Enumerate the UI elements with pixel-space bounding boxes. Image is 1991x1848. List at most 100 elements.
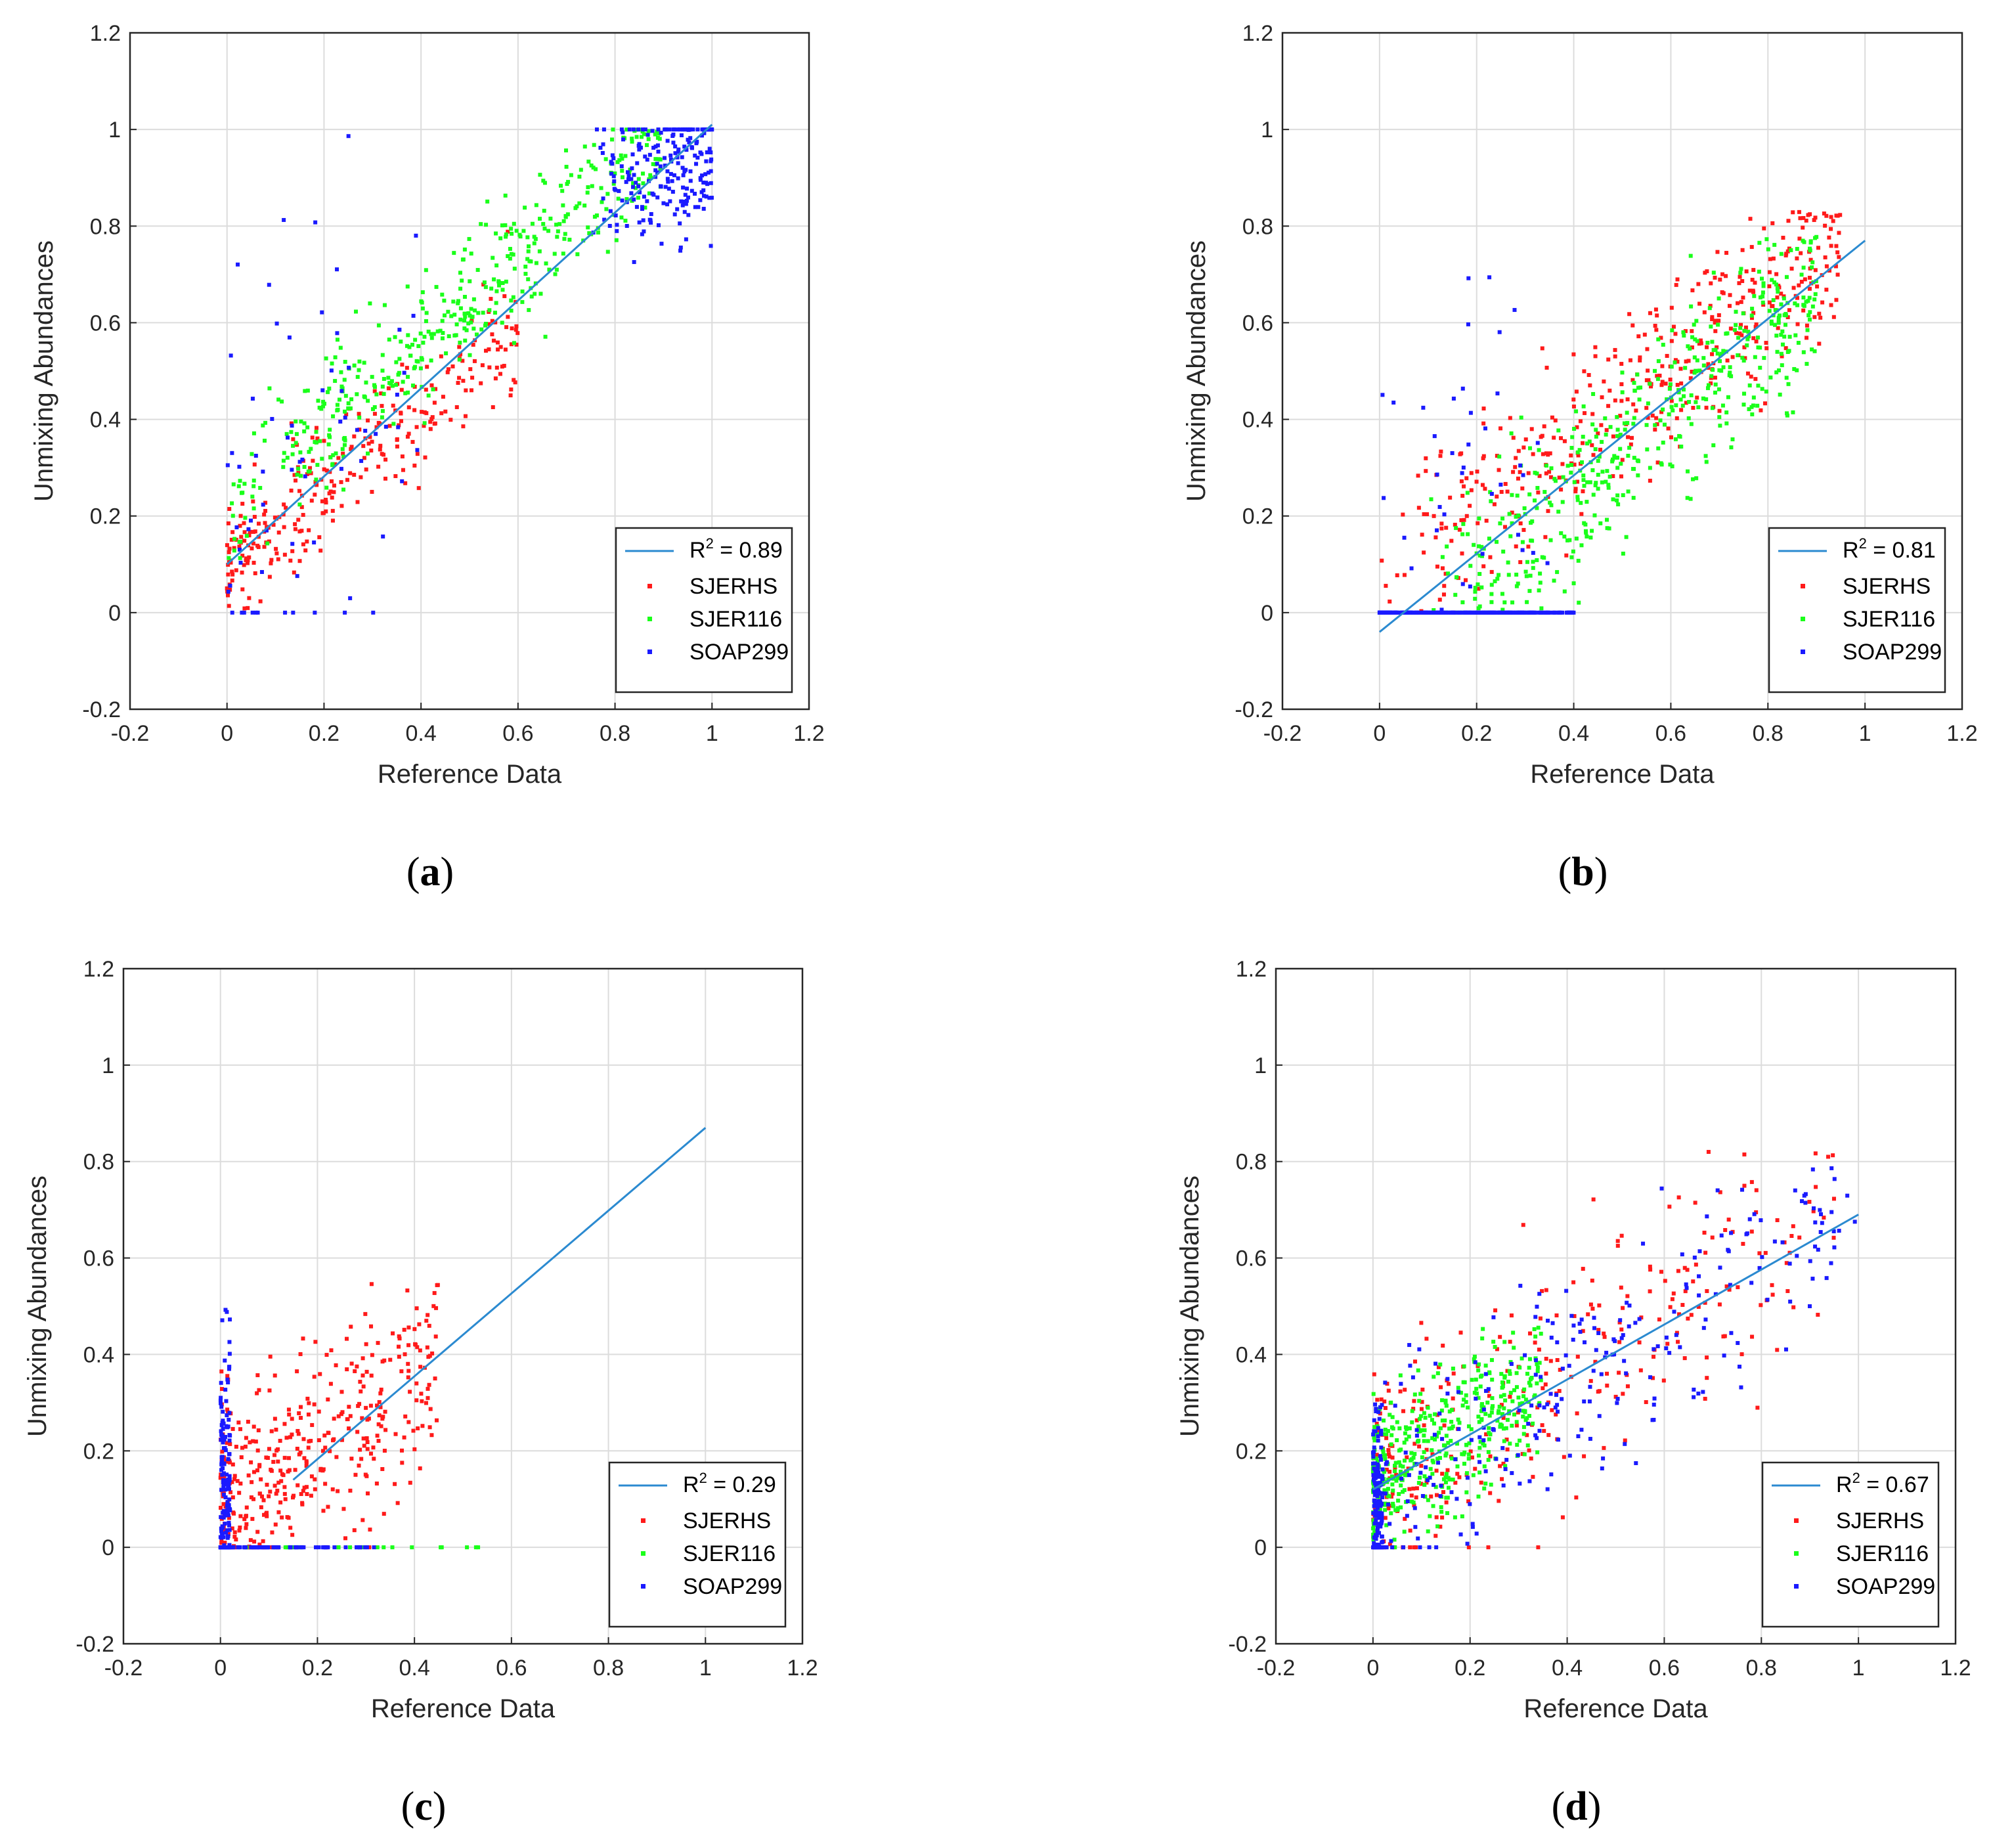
data-point-soap299 [1432, 434, 1437, 439]
data-point-sjer116 [331, 414, 336, 418]
data-point-sjer116 [314, 477, 318, 482]
data-point-sjer116 [1444, 1495, 1449, 1500]
data-point-soap299 [335, 267, 339, 272]
data-point-soap299 [1803, 1200, 1808, 1205]
data-point-sjer116 [1739, 267, 1743, 271]
data-point-sjer116 [613, 171, 617, 176]
data-point-sjer116 [1776, 315, 1781, 320]
data-point-sjer116 [596, 231, 600, 235]
data-point-soap299 [1450, 451, 1455, 455]
data-point-sjer116 [1606, 483, 1611, 487]
data-point-sjer116 [387, 381, 392, 385]
data-point-soap299 [1380, 1491, 1384, 1495]
data-point-sjerhs [1715, 345, 1719, 349]
data-point-sjerhs [347, 1426, 351, 1431]
data-point-sjerhs [1642, 332, 1647, 337]
data-point-sjerhs [238, 523, 242, 528]
data-point-sjer116 [328, 435, 332, 439]
data-point-sjerhs [1558, 436, 1563, 441]
data-point-soap299 [1546, 610, 1551, 615]
data-point-soap299 [267, 282, 271, 287]
data-point-sjerhs [1479, 1480, 1483, 1485]
data-point-soap299 [684, 237, 688, 242]
data-point-soap299 [1373, 1402, 1378, 1407]
data-point-sjerhs [1602, 1334, 1607, 1339]
data-point-sjer116 [1774, 334, 1779, 338]
data-point-sjerhs [365, 1447, 370, 1451]
data-point-sjerhs [1518, 560, 1523, 564]
data-point-sjerhs [1801, 215, 1806, 220]
data-point-sjerhs [418, 1348, 422, 1353]
data-point-soap299 [701, 188, 706, 192]
data-point-sjerhs [510, 326, 514, 331]
data-point-soap299 [619, 127, 624, 132]
data-point-soap299 [1577, 1321, 1582, 1326]
data-point-sjerhs [1827, 269, 1832, 273]
data-point-sjerhs [339, 1412, 343, 1417]
data-point-soap299 [698, 150, 703, 155]
data-point-sjer116 [1615, 466, 1620, 470]
data-point-sjer116 [1632, 456, 1636, 460]
data-point-sjerhs [1613, 347, 1617, 352]
data-point-sjer116 [1464, 1471, 1469, 1476]
data-point-sjer116 [1583, 529, 1588, 533]
data-point-sjerhs [1831, 1153, 1835, 1158]
data-point-soap299 [1434, 1545, 1439, 1550]
data-point-sjerhs [364, 467, 368, 472]
data-point-sjer116 [1462, 1380, 1467, 1384]
data-point-sjerhs [1386, 1388, 1391, 1393]
data-point-sjer116 [1417, 1399, 1422, 1403]
data-point-sjerhs [1602, 379, 1606, 384]
data-point-soap299 [1477, 1460, 1482, 1464]
data-point-sjerhs [353, 1472, 358, 1477]
data-point-sjer116 [1409, 1451, 1414, 1455]
data-point-sjerhs [1742, 1152, 1747, 1156]
data-point-soap299 [1674, 1332, 1678, 1337]
data-point-sjerhs [433, 1376, 437, 1381]
data-point-sjer116 [575, 252, 580, 257]
y-tick-label: 0.8 [1236, 1150, 1267, 1175]
data-point-sjer116 [1489, 1482, 1493, 1487]
data-point-soap299 [1444, 610, 1449, 615]
data-point-sjerhs [273, 1484, 277, 1488]
data-point-sjerhs [1498, 1334, 1502, 1339]
data-point-sjerhs [371, 1445, 376, 1450]
data-point-sjerhs [1481, 421, 1486, 426]
data-point-soap299 [1539, 610, 1543, 615]
data-point-sjerhs [283, 1497, 288, 1501]
data-point-sjer116 [658, 167, 663, 172]
data-point-sjerhs [1608, 388, 1612, 393]
data-point-sjerhs [1555, 1357, 1560, 1362]
data-point-sjerhs [479, 381, 483, 385]
y-tick-label: 0.2 [83, 1439, 114, 1464]
data-point-sjerhs [1748, 217, 1753, 221]
data-point-sjer116 [1579, 543, 1584, 548]
data-point-sjerhs [1590, 1306, 1595, 1311]
data-point-sjerhs [1759, 1303, 1763, 1308]
data-point-soap299 [1373, 1508, 1378, 1513]
data-point-sjer116 [1814, 279, 1818, 284]
data-point-soap299 [706, 170, 711, 175]
y-tick-label: 0.2 [1242, 504, 1273, 529]
data-point-sjerhs [253, 1440, 258, 1444]
data-point-sjerhs [1476, 586, 1481, 591]
data-point-sjer116 [238, 479, 242, 483]
data-point-sjer116 [1785, 411, 1789, 416]
data-point-sjer116 [1582, 483, 1586, 488]
data-point-sjerhs [1694, 1262, 1698, 1267]
data-point-soap299 [1571, 610, 1576, 615]
data-point-sjerhs [1605, 1371, 1609, 1376]
data-point-soap299 [1520, 548, 1525, 552]
data-point-sjerhs [230, 1526, 234, 1531]
data-point-sjer116 [446, 309, 450, 314]
data-point-sjer116 [511, 252, 515, 257]
data-point-sjerhs [1554, 1412, 1558, 1417]
data-point-sjer116 [1397, 1492, 1401, 1497]
data-point-sjer116 [265, 541, 270, 546]
data-point-sjer116 [1590, 422, 1595, 427]
data-point-soap299 [1372, 1478, 1376, 1483]
data-point-sjer116 [466, 321, 471, 326]
data-point-soap299 [1372, 1449, 1376, 1454]
legend-fit-label: R2 = 0.29 [683, 1470, 776, 1497]
data-point-sjerhs [1768, 257, 1772, 261]
